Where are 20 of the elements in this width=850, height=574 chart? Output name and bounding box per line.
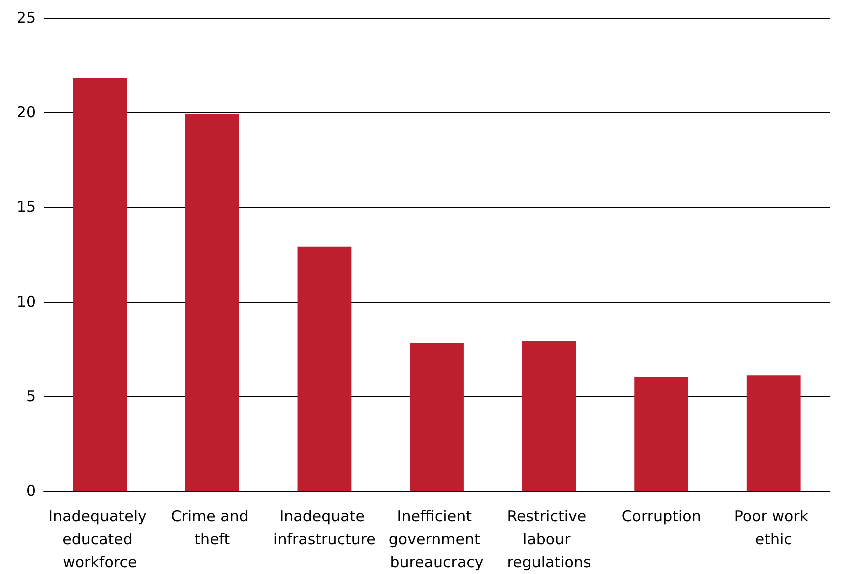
x-tick-label: Restrictive labour regulations [507, 508, 592, 572]
bar [410, 343, 464, 491]
bar [185, 114, 240, 491]
x-tick-label: Corruption [622, 508, 702, 526]
x-tick-label: Poor work ethic [734, 508, 814, 548]
bar [298, 246, 352, 491]
x-tick-label: Crime and theft [171, 508, 254, 548]
bar [73, 78, 128, 491]
y-tick-label: 25 [16, 9, 36, 27]
y-tick-label: 5 [26, 387, 36, 406]
bar [634, 377, 689, 491]
x-tick-label: Inadequate infrastructure [274, 508, 376, 548]
y-tick-label: 10 [16, 292, 36, 311]
x-tick-label: Inadequately educated workforce [48, 508, 152, 572]
y-tick-label: 15 [16, 198, 36, 216]
y-tick-label: 20 [16, 104, 36, 122]
bar [522, 342, 576, 491]
bar [746, 376, 801, 491]
x-tick-label: Inefficient government bureaucracy [388, 508, 486, 572]
y-tick-label: 0 [26, 482, 36, 500]
